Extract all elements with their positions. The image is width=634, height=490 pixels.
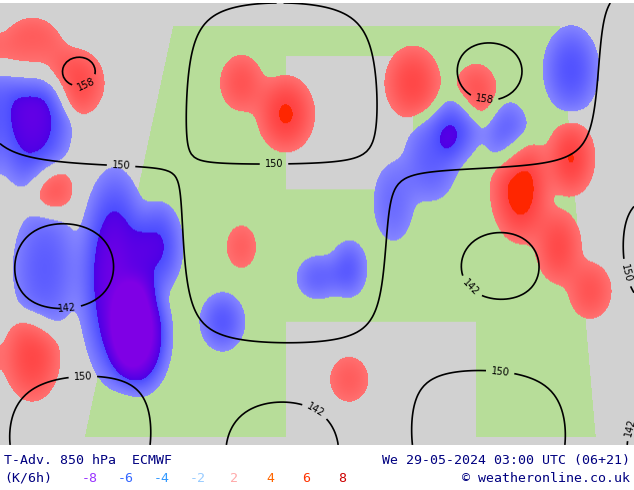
Text: © weatheronline.co.uk: © weatheronline.co.uk: [462, 472, 630, 485]
Text: We 29-05-2024 03:00 UTC (06+21): We 29-05-2024 03:00 UTC (06+21): [382, 454, 630, 467]
Text: 4: 4: [266, 472, 274, 485]
Text: T-Adv. 850 hPa  ECMWF: T-Adv. 850 hPa ECMWF: [4, 454, 172, 467]
Text: 142: 142: [57, 302, 77, 314]
Text: (K/6h): (K/6h): [4, 472, 52, 485]
Text: 6: 6: [302, 472, 310, 485]
Text: -8: -8: [82, 472, 98, 485]
Text: -4: -4: [154, 472, 170, 485]
Text: 142: 142: [623, 417, 634, 437]
Text: 150: 150: [265, 159, 283, 169]
Text: 158: 158: [75, 76, 96, 93]
Text: 8: 8: [338, 472, 346, 485]
Text: -2: -2: [190, 472, 206, 485]
Text: 2: 2: [230, 472, 238, 485]
Text: 150: 150: [619, 263, 633, 283]
Text: 158: 158: [474, 94, 494, 106]
Text: 142: 142: [305, 401, 326, 419]
Text: 142: 142: [460, 278, 480, 298]
Text: 150: 150: [112, 160, 131, 171]
Text: -6: -6: [118, 472, 134, 485]
Text: 150: 150: [491, 366, 510, 377]
Text: 150: 150: [74, 371, 93, 382]
